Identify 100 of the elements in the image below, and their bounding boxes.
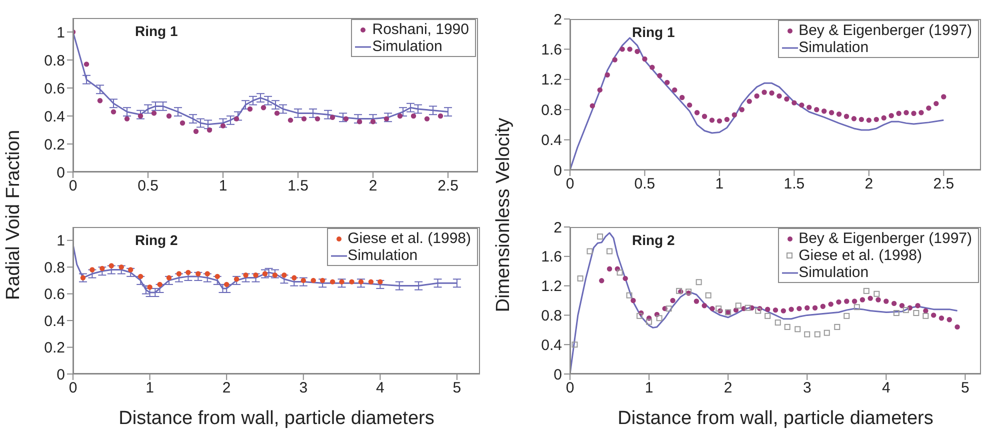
point bbox=[772, 307, 778, 313]
point bbox=[80, 275, 86, 280]
y-tick-label: 1.6 bbox=[541, 42, 562, 59]
point bbox=[572, 342, 578, 348]
point bbox=[234, 116, 240, 122]
point bbox=[915, 303, 920, 308]
point bbox=[881, 115, 886, 121]
point bbox=[320, 278, 326, 284]
point bbox=[84, 62, 90, 67]
point bbox=[349, 279, 354, 284]
point bbox=[330, 114, 336, 120]
legend-label: Bey & Eigenberger (1997) bbox=[798, 22, 972, 39]
point bbox=[378, 279, 383, 284]
point bbox=[899, 303, 905, 308]
y-tick-label: 1 bbox=[56, 24, 65, 42]
point bbox=[612, 57, 618, 62]
point bbox=[626, 292, 632, 298]
y-tick-label: 1.6 bbox=[541, 248, 562, 266]
point bbox=[180, 120, 186, 126]
point bbox=[893, 310, 900, 316]
legend-label: Giese et al. (1998) bbox=[798, 247, 922, 264]
point bbox=[710, 306, 715, 312]
point bbox=[836, 299, 842, 305]
y-tick-label: 0.8 bbox=[541, 102, 562, 119]
point bbox=[694, 298, 700, 304]
x-tick-label: 1.5 bbox=[288, 178, 308, 195]
y-tick-label: 0.2 bbox=[44, 340, 65, 357]
point bbox=[755, 308, 762, 314]
point bbox=[310, 278, 316, 284]
point bbox=[834, 324, 840, 330]
x-tick-label: 3 bbox=[802, 380, 812, 397]
point bbox=[314, 116, 320, 122]
point bbox=[866, 118, 872, 123]
point bbox=[904, 110, 909, 116]
point bbox=[716, 306, 722, 312]
point bbox=[902, 307, 909, 314]
point bbox=[650, 64, 655, 70]
legend-label: Simulation bbox=[348, 247, 418, 264]
y-tick-label: 1.2 bbox=[541, 278, 562, 296]
point bbox=[860, 297, 866, 302]
point bbox=[343, 116, 349, 122]
point bbox=[696, 279, 702, 286]
legend-label: Simulation bbox=[798, 264, 869, 281]
x-tick-label: 0 bbox=[68, 178, 78, 195]
point bbox=[922, 312, 929, 319]
point bbox=[597, 87, 602, 93]
point bbox=[774, 320, 781, 326]
point bbox=[891, 300, 897, 306]
point bbox=[794, 326, 801, 332]
point bbox=[804, 305, 810, 310]
point bbox=[586, 248, 593, 254]
y-axis-title: Radial Void Fraction bbox=[3, 130, 25, 300]
x-tick-label: 1 bbox=[146, 380, 154, 397]
point bbox=[799, 102, 804, 108]
annotation: Ring 1 bbox=[632, 24, 675, 40]
point bbox=[814, 331, 820, 338]
point bbox=[776, 93, 782, 99]
point bbox=[438, 113, 444, 119]
y-tick-label: 0.8 bbox=[541, 308, 562, 325]
annotation: Ring 1 bbox=[135, 23, 178, 39]
y-tick-label: 0 bbox=[554, 162, 562, 180]
y-tick-label: 0.8 bbox=[44, 259, 65, 276]
point bbox=[918, 110, 924, 116]
x-tick-label: 2 bbox=[368, 178, 378, 195]
point bbox=[804, 331, 810, 338]
point bbox=[735, 302, 742, 309]
point bbox=[358, 279, 364, 284]
point bbox=[938, 316, 944, 321]
point bbox=[702, 303, 707, 308]
point bbox=[926, 105, 932, 111]
point bbox=[606, 266, 612, 272]
annotation: Ring 2 bbox=[135, 232, 178, 248]
point bbox=[664, 80, 670, 86]
point bbox=[410, 113, 416, 119]
x-tick-label: 5 bbox=[961, 380, 970, 397]
point bbox=[630, 298, 636, 304]
y-tick-label: 0.2 bbox=[44, 136, 65, 154]
x-tick-label: 1 bbox=[644, 380, 654, 397]
point bbox=[636, 312, 643, 319]
x-tick-label: 3 bbox=[299, 380, 308, 397]
point bbox=[368, 279, 374, 284]
y-tick-label: 2 bbox=[554, 11, 562, 28]
point bbox=[852, 298, 858, 304]
point bbox=[784, 96, 790, 102]
y-tick-label: 2 bbox=[554, 219, 562, 236]
point bbox=[814, 107, 820, 112]
point bbox=[821, 108, 827, 114]
point bbox=[356, 119, 362, 124]
y-tick-label: 0 bbox=[56, 366, 65, 384]
point bbox=[930, 312, 936, 318]
point bbox=[214, 274, 220, 280]
point bbox=[764, 306, 770, 312]
point bbox=[288, 118, 294, 123]
point bbox=[274, 110, 280, 116]
point bbox=[247, 106, 253, 112]
legend-label: Simulation bbox=[372, 38, 442, 55]
x-tick-label: 0 bbox=[68, 380, 78, 397]
point bbox=[888, 113, 894, 118]
point bbox=[874, 290, 880, 297]
y-tick-label: 0.8 bbox=[44, 52, 65, 70]
